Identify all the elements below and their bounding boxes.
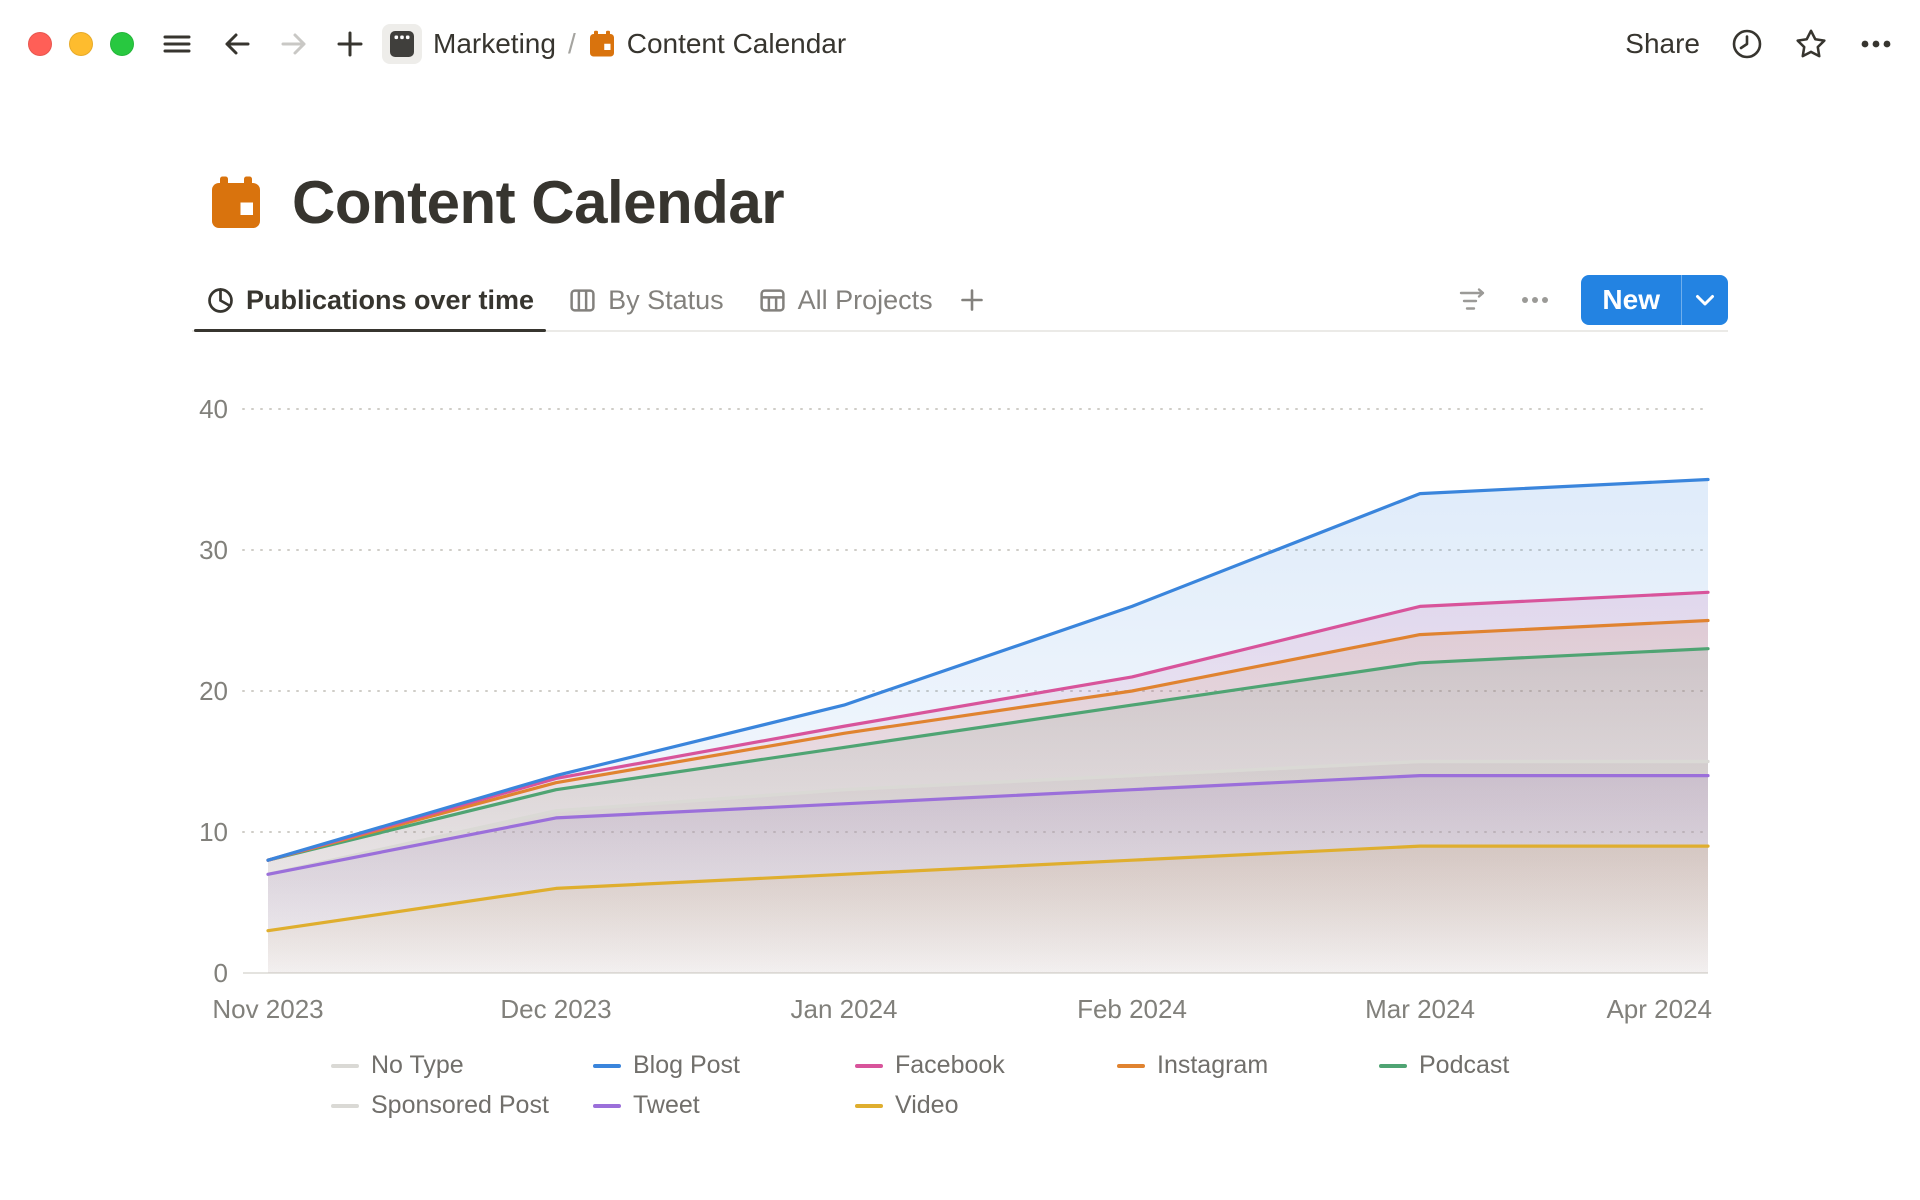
traffic-light-minimize[interactable] — [69, 32, 93, 56]
chevron-down-icon — [1696, 294, 1714, 305]
legend-swatch-sponsored-post — [331, 1103, 359, 1108]
legend-swatch-instagram — [1117, 1063, 1145, 1068]
legend-item-blog-post[interactable]: Blog Post — [593, 1051, 855, 1079]
y-tick-label-30: 30 — [199, 535, 228, 565]
legend-label: Tweet — [633, 1091, 700, 1119]
share-button[interactable]: Share — [1625, 28, 1700, 59]
series-line-tweet — [266, 774, 1710, 876]
x-tick-label-jan-2024: Jan 2024 — [791, 994, 898, 1024]
updates-button[interactable] — [1730, 27, 1764, 61]
tab-all-projects[interactable]: All Projects — [744, 270, 947, 330]
y-tick-label-20: 20 — [199, 676, 228, 706]
legend-item-sponsored-post[interactable]: Sponsored Post — [331, 1091, 593, 1119]
y-tick-label-0: 0 — [214, 958, 228, 988]
hamburger-icon — [163, 35, 191, 53]
favorite-button[interactable] — [1793, 26, 1829, 62]
legend-swatch-facebook — [855, 1063, 883, 1068]
tab-label: All Projects — [797, 284, 933, 315]
calendar-icon — [589, 30, 614, 57]
legend-swatch-no-type — [331, 1063, 359, 1068]
legend-item-podcast[interactable]: Podcast — [1379, 1051, 1641, 1079]
table-icon — [760, 288, 785, 312]
page-title[interactable]: Content Calendar — [292, 169, 785, 236]
y-tick-label-10: 10 — [199, 817, 228, 847]
legend-swatch-video — [855, 1103, 883, 1108]
breadcrumb-workspace-icon[interactable] — [382, 24, 422, 64]
y-tick-label-40: 40 — [199, 394, 228, 424]
x-tick-label-feb-2024: Feb 2024 — [1077, 994, 1187, 1024]
publications-over-time-chart: 0 10 20 30 40 Nov 2023 Dec 2023 Jan 2024 Feb 202… — [199, 394, 1712, 1024]
new-dropdown-button[interactable] — [1682, 275, 1728, 325]
breadcrumb-item-content-calendar[interactable]: Content Calendar — [626, 28, 847, 59]
legend-label: Video — [895, 1091, 959, 1119]
tab-by-status[interactable]: By Status — [554, 270, 738, 330]
tab-label: Publications over time — [246, 284, 535, 315]
page-calendar-icon[interactable] — [208, 175, 264, 231]
sidebar-menu-button[interactable] — [161, 28, 193, 60]
x-tick-label-mar-2024: Mar 2024 — [1365, 994, 1475, 1024]
tab-publications-over-time[interactable]: Publications over time — [192, 270, 548, 332]
plus-icon — [960, 289, 983, 311]
legend-item-facebook[interactable]: Facebook — [855, 1051, 1117, 1079]
view-tab-bar: Publications over time By Status All Pro… — [192, 270, 1728, 332]
window-toolbar: Marketing / Content Calendar Share — [28, 0, 1894, 88]
page-header: Content Calendar — [208, 169, 785, 236]
view-actions: New — [1457, 275, 1728, 325]
series-line-instagram — [266, 618, 1710, 862]
legend-item-no-type[interactable]: No Type — [331, 1051, 593, 1079]
plus-icon — [337, 31, 363, 57]
legend-swatch-tweet — [593, 1103, 621, 1108]
legend-label: Podcast — [1419, 1051, 1510, 1079]
filter-icon — [1460, 288, 1485, 310]
legend-swatch-podcast — [1379, 1063, 1407, 1068]
pie-chart-icon — [208, 287, 233, 313]
series-line-podcast — [266, 647, 1710, 862]
filter-sort-button[interactable] — [1457, 285, 1489, 315]
legend-item-tweet[interactable]: Tweet — [593, 1091, 855, 1119]
series-line-facebook — [266, 590, 1710, 862]
legend-label: Instagram — [1157, 1051, 1269, 1079]
star-icon — [1796, 29, 1826, 58]
traffic-lights — [28, 32, 134, 56]
chart-legend: No Type Blog Post Facebook Instagram Podcast… — [331, 1051, 1641, 1119]
legend-swatch-blog-post — [593, 1063, 621, 1068]
breadcrumb-separator: / — [567, 28, 576, 59]
new-tab-button[interactable] — [335, 29, 365, 59]
x-tick-label-nov-2023: Nov 2023 — [212, 994, 323, 1024]
new-button-divider — [1681, 275, 1682, 325]
ellipsis-icon — [1522, 297, 1549, 303]
legend-item-instagram[interactable]: Instagram — [1117, 1051, 1379, 1079]
new-button[interactable]: New — [1602, 284, 1660, 315]
legend-label: Sponsored Post — [371, 1091, 549, 1119]
back-button[interactable] — [221, 28, 253, 60]
series-line-no-type — [266, 759, 1710, 876]
x-tick-label-apr-2024: Apr 2024 — [1606, 994, 1712, 1024]
view-options-button[interactable] — [1519, 285, 1551, 315]
forward-button[interactable] — [278, 28, 310, 60]
legend-label: Blog Post — [633, 1051, 741, 1079]
series-line-video — [266, 844, 1710, 933]
legend-item-video[interactable]: Video — [855, 1091, 1117, 1119]
arrow-left-icon — [225, 33, 250, 55]
traffic-light-close[interactable] — [28, 32, 52, 56]
breadcrumb: Marketing / Content Calendar — [433, 28, 846, 60]
board-columns-icon — [570, 288, 595, 312]
legend-label: No Type — [371, 1051, 464, 1079]
x-tick-label-dec-2023: Dec 2023 — [500, 994, 611, 1024]
add-view-button[interactable] — [959, 287, 985, 313]
traffic-light-zoom[interactable] — [110, 32, 134, 56]
tab-label: By Status — [608, 284, 724, 315]
series-line-blog-post — [266, 477, 1710, 862]
clock-icon — [1732, 29, 1762, 59]
new-split-button: New — [1581, 275, 1728, 325]
legend-label: Facebook — [895, 1051, 1005, 1079]
breadcrumb-item-marketing[interactable]: Marketing — [433, 28, 556, 59]
arrow-right-icon — [281, 33, 306, 55]
more-button[interactable] — [1858, 28, 1894, 60]
ellipsis-icon — [1861, 40, 1891, 48]
teamspace-icon — [382, 24, 422, 64]
